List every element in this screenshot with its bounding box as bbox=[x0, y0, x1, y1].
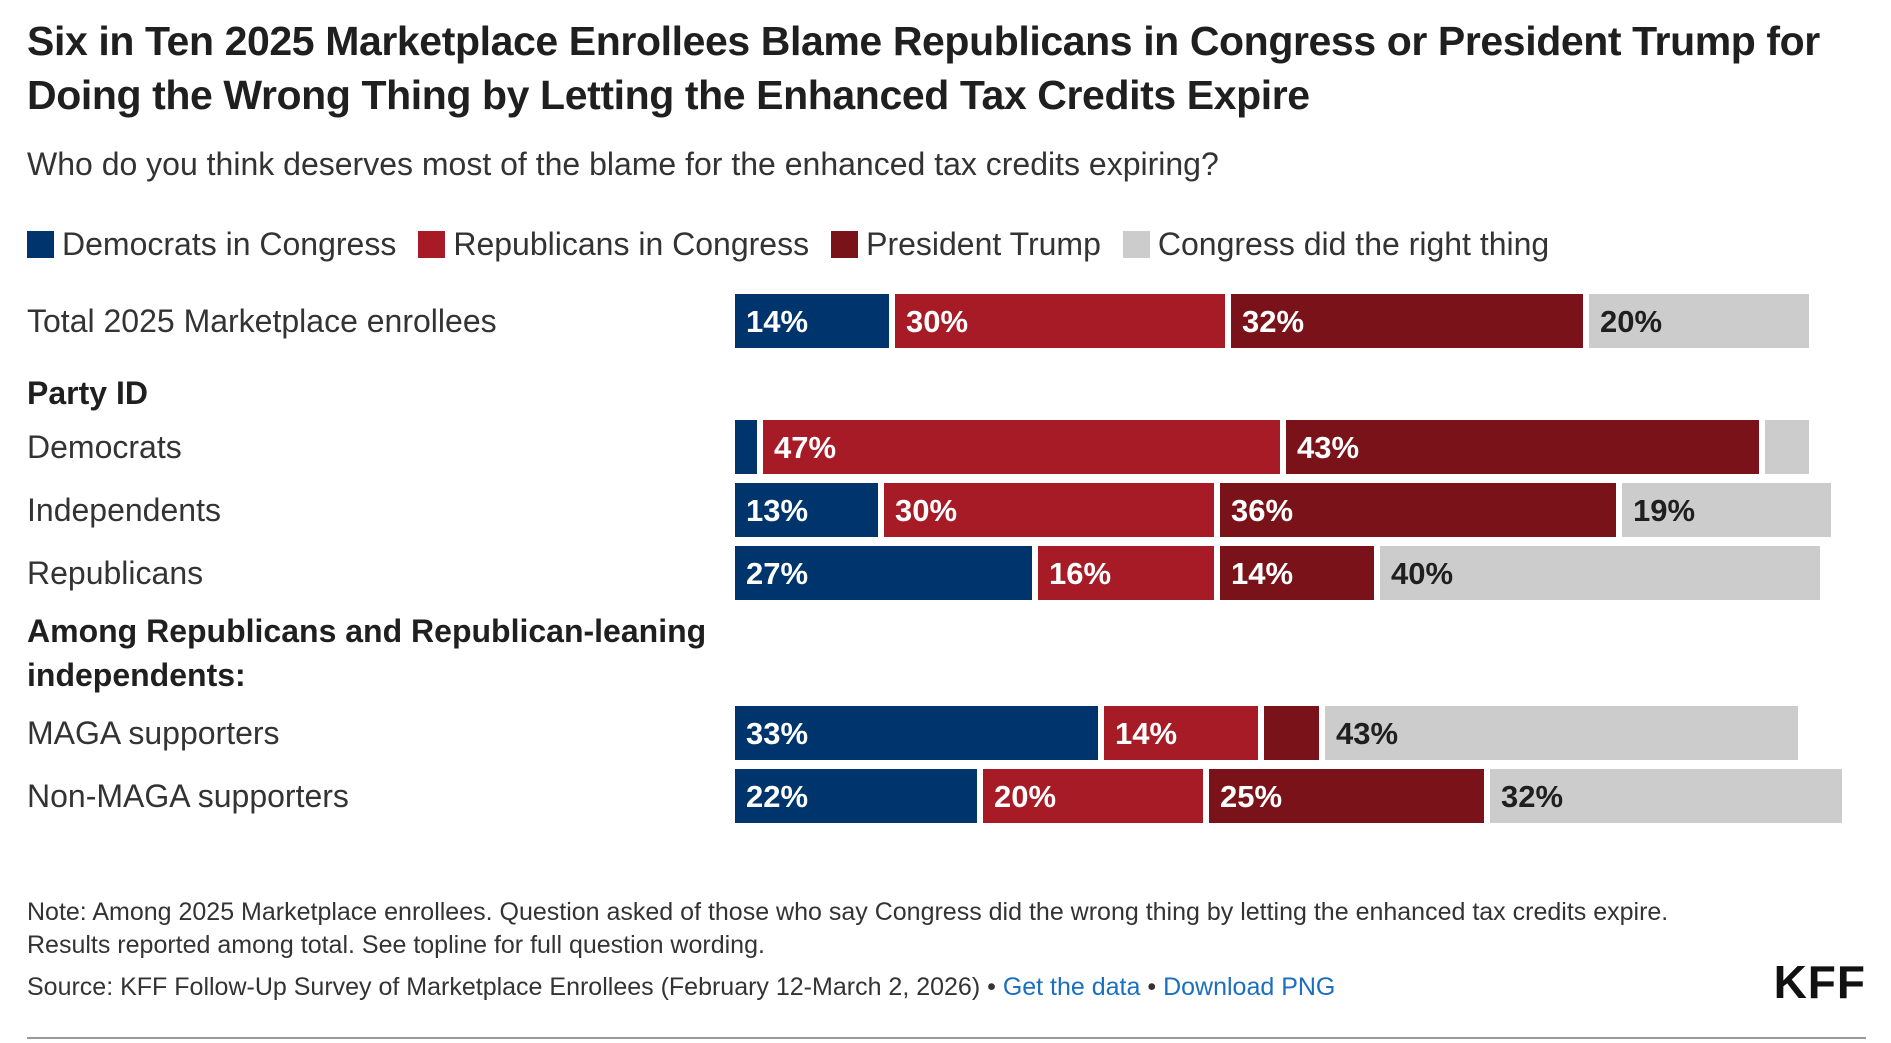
group-header-label: independents: bbox=[27, 657, 246, 693]
stacked-bar-chart: Total 2025 Marketplace enrollees 14% 30% 32… bbox=[27, 294, 1842, 823]
row-label: Total 2025 Marketplace enrollees bbox=[27, 303, 497, 339]
bar-segment-democrats bbox=[735, 294, 889, 348]
bar-segment-trump bbox=[1231, 294, 1583, 348]
bar-segment-right-thing bbox=[1622, 483, 1831, 537]
bar-value-label: 30% bbox=[895, 493, 957, 528]
row-label: Independents bbox=[27, 492, 221, 528]
bar-segment-republicans bbox=[983, 769, 1203, 823]
bar-value-label: 47% bbox=[774, 430, 836, 465]
bar-value-label: 20% bbox=[1600, 304, 1662, 339]
download-png-link[interactable]: Download PNG bbox=[1163, 973, 1336, 1001]
bar-value-label: 43% bbox=[1336, 716, 1398, 751]
bar-segment-democrats bbox=[735, 769, 977, 823]
bar-value-label: 43% bbox=[1297, 430, 1359, 465]
bar-segment-trump bbox=[1220, 546, 1374, 600]
bar-value-label: 40% bbox=[1391, 556, 1453, 591]
bar-value-label: 33% bbox=[746, 716, 808, 751]
bar-segment-democrats bbox=[735, 706, 1098, 760]
source-text: Source: KFF Follow-Up Survey of Marketpl… bbox=[27, 973, 981, 1001]
legend-swatch-trump bbox=[831, 230, 859, 258]
bar-value-label: 25% bbox=[1220, 779, 1282, 814]
bar-value-label: 14% bbox=[1115, 716, 1177, 751]
bar-value-label: 32% bbox=[1501, 779, 1563, 814]
legend-label-republicans: Republicans in Congress bbox=[453, 225, 810, 262]
group-header-label: Party ID bbox=[27, 375, 148, 411]
bar-segment-republicans bbox=[1038, 546, 1214, 600]
bar-value-label: 30% bbox=[906, 304, 968, 339]
group-header-label: Among Republicans and Republican-leaning bbox=[27, 613, 706, 649]
bar-segment-right-thing bbox=[1589, 294, 1809, 348]
bar-value-label: 22% bbox=[746, 779, 808, 814]
bar-value-label: 36% bbox=[1231, 493, 1293, 528]
bar-segment-right-thing bbox=[1765, 420, 1809, 474]
row-label: Democrats bbox=[27, 429, 182, 465]
chart-note: Note: Among 2025 Marketplace enrollees. … bbox=[27, 898, 1669, 959]
chart-title: Six in Ten 2025 Marketplace Enrollees Bl… bbox=[27, 18, 1820, 118]
chart-legend: Democrats in Congress Republicans in Con… bbox=[27, 222, 1571, 266]
row-label: MAGA supporters bbox=[27, 715, 280, 751]
bar-segment-trump bbox=[1209, 769, 1484, 823]
bar-segment-right-thing bbox=[1380, 546, 1820, 600]
bar-value-label: 20% bbox=[994, 779, 1056, 814]
bar-segment-trump bbox=[1220, 483, 1616, 537]
bar-segment-democrats bbox=[735, 420, 757, 474]
source-separator: • bbox=[1140, 973, 1164, 1001]
bar-segment-trump bbox=[1264, 706, 1319, 760]
legend-label-right-thing: Congress did the right thing bbox=[1157, 225, 1550, 262]
bar-segment-trump bbox=[1286, 420, 1759, 474]
bar-value-label: 32% bbox=[1242, 304, 1304, 339]
chart-source: Source: KFF Follow-Up Survey of Marketpl… bbox=[27, 971, 1335, 1004]
legend-swatch-democrats bbox=[27, 230, 54, 258]
bar-segment-right-thing bbox=[1490, 769, 1842, 823]
bar-value-label: 14% bbox=[746, 304, 808, 339]
bar-value-label: 27% bbox=[746, 556, 808, 591]
bar-segment-republicans bbox=[884, 483, 1214, 537]
chart-subtitle: Who do you think deserves most of the bl… bbox=[27, 146, 1219, 182]
source-separator: • bbox=[980, 973, 1003, 1001]
legend-item-republicans: Republicans in Congress bbox=[418, 226, 809, 263]
bar-segment-democrats bbox=[735, 546, 1032, 600]
bar-value-label: 16% bbox=[1049, 556, 1111, 591]
bar-segment-republicans bbox=[895, 294, 1225, 348]
bar-segment-right-thing bbox=[1325, 706, 1798, 760]
bar-segment-republicans bbox=[1104, 706, 1258, 760]
bar-segment-republicans bbox=[763, 420, 1280, 474]
legend-item-right-thing: Congress did the right thing bbox=[1122, 225, 1550, 263]
bar-value-label: 19% bbox=[1633, 493, 1695, 528]
kff-logo: KFF bbox=[1773, 956, 1866, 1008]
row-label: Non-MAGA supporters bbox=[27, 778, 349, 814]
bar-value-label: 13% bbox=[746, 493, 808, 528]
bottom-rule bbox=[27, 1037, 1866, 1039]
legend-item-democrats: Democrats in Congress bbox=[27, 226, 396, 263]
bar-segment-democrats bbox=[735, 483, 878, 537]
legend-label-democrats: Democrats in Congress bbox=[62, 225, 397, 262]
legend-label-trump: President Trump bbox=[866, 225, 1101, 262]
row-label: Republicans bbox=[27, 555, 203, 591]
get-the-data-link[interactable]: Get the data bbox=[1002, 973, 1141, 1001]
legend-item-trump: President Trump bbox=[831, 226, 1101, 263]
legend-swatch-republicans bbox=[418, 230, 446, 258]
bar-value-label: 14% bbox=[1231, 556, 1293, 591]
legend-swatch-right-thing bbox=[1122, 230, 1150, 258]
